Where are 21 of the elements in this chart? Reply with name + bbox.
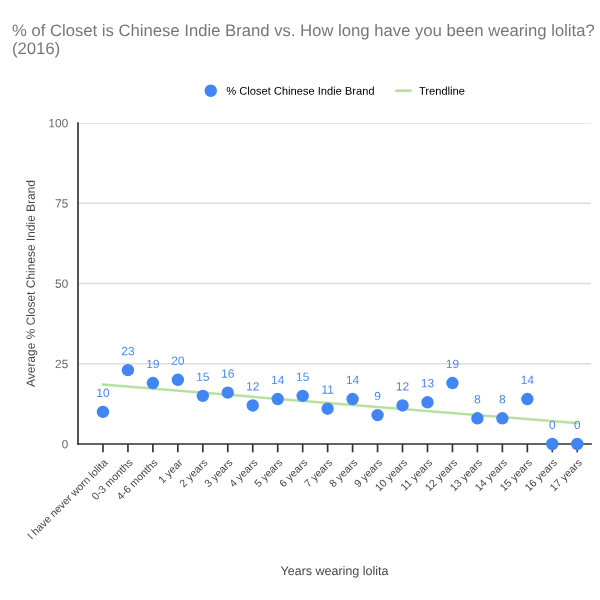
point <box>221 386 234 399</box>
point <box>421 396 434 409</box>
point <box>346 392 359 406</box>
point <box>396 399 409 412</box>
point <box>271 392 284 406</box>
point <box>521 392 534 406</box>
point <box>196 389 210 403</box>
point <box>96 405 110 419</box>
point <box>496 412 509 425</box>
point <box>471 412 484 425</box>
point <box>171 373 185 386</box>
point <box>371 408 384 422</box>
point <box>121 363 135 377</box>
point <box>146 376 160 390</box>
point <box>246 399 259 412</box>
point <box>321 402 334 415</box>
point <box>446 376 459 390</box>
chart-title: % of Closet is Chinese Indie Brand vs. How long have you been wearing lolita? (2016) <box>12 24 595 58</box>
point <box>296 389 309 403</box>
point <box>571 437 584 451</box>
point <box>546 437 559 451</box>
